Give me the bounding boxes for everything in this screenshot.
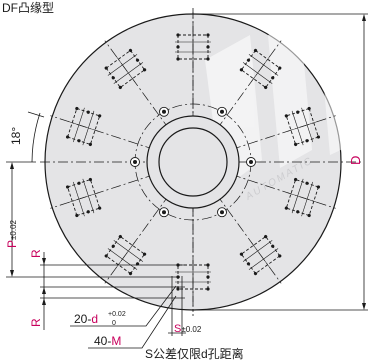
- pin-hole: [206, 275, 210, 279]
- angle-dimension: [27, 111, 45, 163]
- connector-block: [175, 31, 211, 63]
- leader-lines: [70, 285, 177, 349]
- pin-hole: [118, 85, 122, 90]
- spacing-dimension: [168, 276, 186, 336]
- pin-hole: [135, 58, 140, 62]
- pin-hole: [316, 185, 321, 189]
- pin-hole: [305, 181, 309, 185]
- pin-hole: [278, 66, 282, 70]
- pin-hole: [65, 135, 70, 139]
- pin-hole: [284, 206, 288, 210]
- pitch-tolerance: ±0.02: [9, 219, 18, 240]
- pin-hole: [206, 287, 210, 291]
- thread-prefix: 40-: [94, 334, 111, 348]
- connector-block: [104, 48, 147, 90]
- pin-hole: [176, 33, 180, 37]
- pin-hole: [253, 48, 258, 53]
- pin-hole: [206, 57, 210, 61]
- pin-hole: [118, 234, 122, 239]
- pin-hole: [239, 252, 244, 256]
- center-bore: [158, 127, 228, 197]
- connector-block: [239, 48, 282, 90]
- pin-hole: [293, 177, 298, 182]
- pin-hole: [278, 254, 282, 258]
- thread-letter: M: [111, 334, 121, 348]
- svg-text:S±0.02: S±0.02: [174, 323, 202, 335]
- mounting-hole-core: [220, 109, 224, 114]
- pin-hole: [284, 114, 288, 118]
- pin-hole: [77, 139, 81, 143]
- pin-hole: [271, 76, 275, 80]
- pin-hole: [142, 252, 147, 256]
- pin-hole: [293, 142, 298, 147]
- mounting-holes: [130, 106, 256, 218]
- pin-hole: [75, 106, 79, 111]
- pin-hole: [307, 106, 311, 111]
- mounting-hole-core: [162, 109, 166, 114]
- hole-tolerance-upper: +0.02: [108, 311, 126, 318]
- r-label-upper: R: [29, 249, 43, 258]
- pin-hole: [86, 110, 90, 114]
- hole-tolerance-lower: 0: [112, 320, 116, 327]
- pin-hole: [176, 45, 180, 49]
- pin-hole: [264, 85, 268, 90]
- pin-hole: [176, 287, 180, 291]
- pin-hole: [98, 114, 102, 118]
- pitch-dimension: [6, 161, 180, 278]
- pin-hole: [316, 135, 321, 139]
- pin-hole: [77, 181, 81, 185]
- pin-hole: [296, 110, 300, 114]
- pin-hole: [75, 213, 79, 218]
- pitch-letter: P: [5, 240, 19, 248]
- pin-hole: [246, 58, 251, 62]
- pin-hole: [88, 142, 93, 147]
- r-dimensions: [40, 252, 185, 330]
- pin-hole: [128, 48, 133, 53]
- pin-hole: [104, 66, 108, 70]
- pin-hole: [206, 45, 210, 49]
- pin-hole: [88, 177, 93, 182]
- pin-hole: [307, 213, 311, 218]
- diameter-dimension: [193, 13, 368, 311]
- pin-hole: [104, 254, 108, 258]
- pin-hole: [296, 210, 300, 214]
- mounting-hole-core: [133, 160, 137, 164]
- connector-block: [65, 177, 102, 218]
- spacing-note: S公差仅限d孔距离: [145, 346, 244, 361]
- diameter-label: D: [348, 156, 363, 165]
- pin-hole: [142, 68, 147, 72]
- pin-hole: [86, 210, 90, 214]
- pin-hole: [253, 271, 258, 276]
- connector-block: [284, 177, 321, 218]
- page-title: DF凸缘型: [2, 1, 54, 15]
- svg-text:P±0.02: P±0.02: [5, 219, 19, 248]
- pin-hole: [239, 68, 244, 72]
- pin-hole: [246, 262, 251, 266]
- mounting-hole-core: [249, 160, 253, 164]
- pin-hole: [271, 244, 275, 248]
- pin-hole: [98, 206, 102, 210]
- pin-hole: [305, 139, 309, 143]
- svg-text:20-d: 20-d: [74, 312, 98, 326]
- mounting-hole-core: [162, 210, 166, 215]
- pin-hole: [206, 263, 210, 267]
- angle-label: 18°: [9, 127, 23, 145]
- pin-hole: [206, 33, 210, 37]
- pin-hole: [65, 185, 70, 189]
- pin-hole: [111, 76, 115, 80]
- connector-block: [104, 234, 147, 276]
- mounting-hole-core: [220, 210, 224, 215]
- pin-hole: [264, 234, 268, 239]
- spacing-letter: S: [174, 323, 181, 335]
- hole-count-prefix: 20-: [74, 312, 91, 326]
- pin-hole: [128, 271, 133, 276]
- r-label-lower: R: [29, 318, 43, 327]
- svg-text:40-M: 40-M: [94, 334, 121, 348]
- connector-block: [65, 106, 102, 147]
- hole-letter: d: [91, 312, 98, 326]
- pin-hole: [176, 57, 180, 61]
- pin-hole: [111, 244, 115, 248]
- spacing-tolerance: ±0.02: [181, 325, 202, 334]
